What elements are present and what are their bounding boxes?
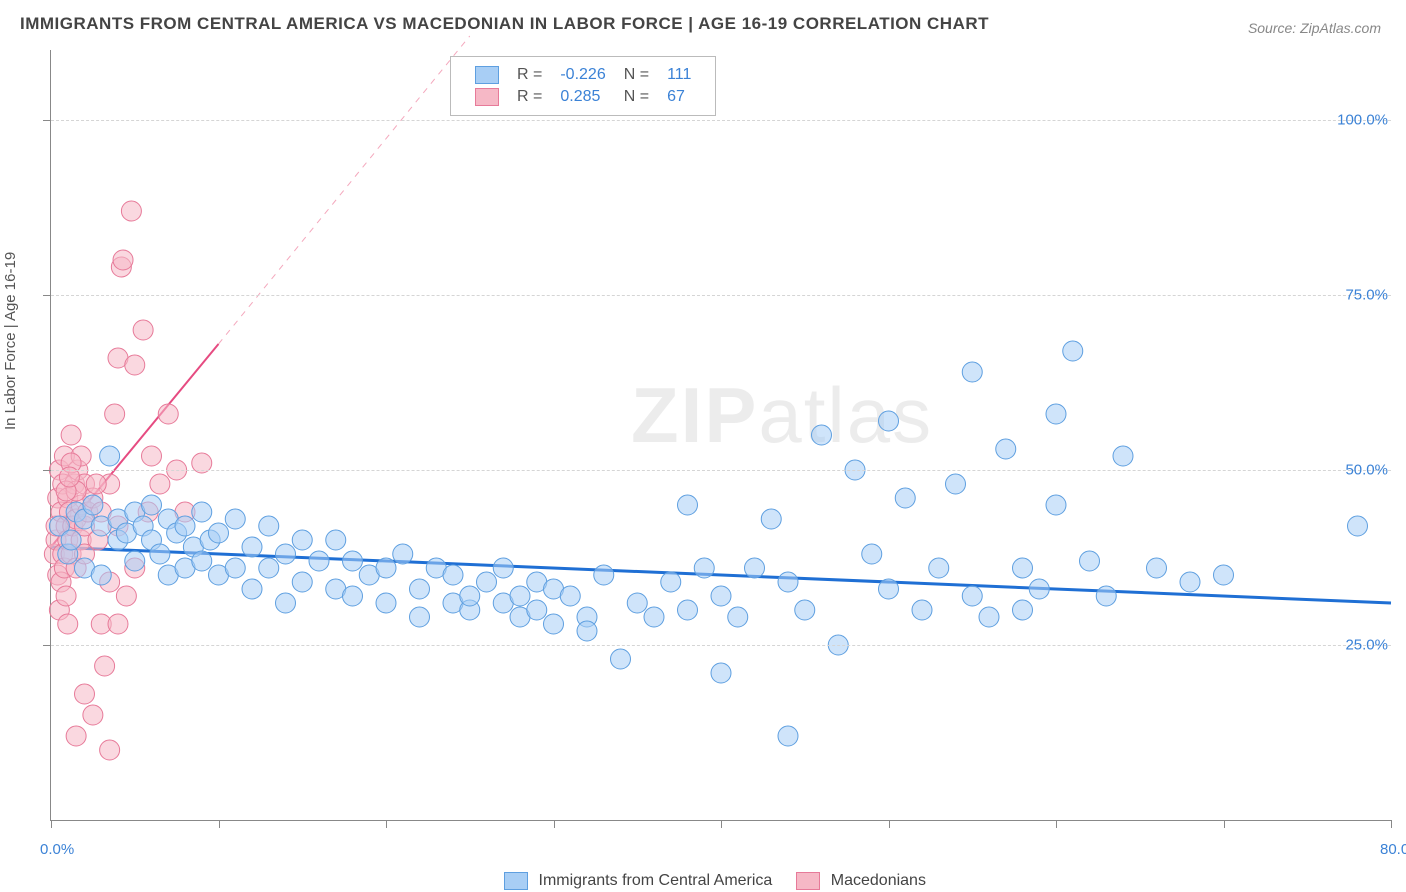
chart-svg (51, 50, 1391, 820)
y-tick (43, 120, 51, 121)
series-swatch (475, 88, 499, 106)
legend-swatch (796, 872, 820, 890)
r-label: R = (509, 65, 550, 85)
stats-legend-box: R =-0.226N =111R =0.285N =67 (450, 56, 716, 116)
y-tick-label: 75.0% (1345, 287, 1388, 304)
x-tick (1391, 820, 1392, 828)
x-tick (1056, 820, 1057, 828)
stats-row: R =-0.226N =111 (467, 65, 699, 85)
x-tick (386, 820, 387, 828)
r-value: -0.226 (552, 65, 613, 85)
y-axis-label: In Labor Force | Age 16-19 (2, 252, 19, 430)
gridline (51, 295, 1391, 296)
plot-container: ZIPatlas R =-0.226N =111R =0.285N =67 (50, 50, 1390, 820)
legend-label: Immigrants from Central America (534, 872, 772, 889)
y-tick (43, 645, 51, 646)
plot-area: ZIPatlas (50, 50, 1391, 821)
n-value: 111 (659, 65, 699, 85)
r-label: R = (509, 87, 550, 107)
y-tick-label: 100.0% (1337, 112, 1388, 129)
y-tick (43, 295, 51, 296)
x-tick (1224, 820, 1225, 828)
n-label: N = (616, 65, 657, 85)
n-value: 67 (659, 87, 699, 107)
series-swatch (475, 66, 499, 84)
x-tick-label: 80.0% (1380, 841, 1406, 858)
x-tick (721, 820, 722, 828)
x-tick (889, 820, 890, 828)
y-tick-label: 50.0% (1345, 462, 1388, 479)
stats-row: R =0.285N =67 (467, 87, 699, 107)
chart-title: IMMIGRANTS FROM CENTRAL AMERICA VS MACED… (20, 14, 989, 34)
legend-label: Macedonians (826, 872, 926, 889)
x-tick (51, 820, 52, 828)
gridline (51, 120, 1391, 121)
x-tick-label: 0.0% (40, 841, 74, 858)
source-attribution: Source: ZipAtlas.com (1248, 20, 1381, 36)
r-value: 0.285 (552, 87, 613, 107)
x-tick (219, 820, 220, 828)
x-tick (554, 820, 555, 828)
gridline (51, 470, 1391, 471)
n-label: N = (616, 87, 657, 107)
y-tick-label: 25.0% (1345, 637, 1388, 654)
legend-swatch (504, 872, 528, 890)
y-tick (43, 470, 51, 471)
gridline (51, 645, 1391, 646)
bottom-legend: Immigrants from Central America Macedoni… (0, 872, 1406, 890)
